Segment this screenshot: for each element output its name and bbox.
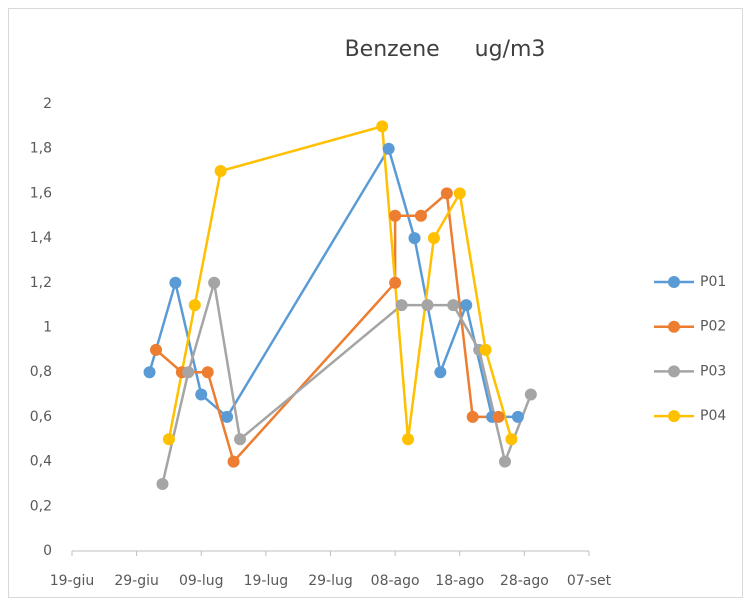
y-tick-label: 1	[43, 320, 52, 336]
y-tick-label: 0	[43, 543, 52, 559]
marker	[524, 388, 537, 401]
marker	[156, 477, 169, 490]
marker	[162, 433, 175, 446]
marker	[402, 433, 415, 446]
marker	[434, 366, 447, 379]
y-tick-label: 0,8	[30, 364, 52, 380]
legend-label: P01	[700, 274, 726, 290]
legend-marker	[668, 410, 680, 423]
chart-title: Benzene ug/m3	[345, 37, 546, 62]
marker	[143, 366, 156, 379]
x-tick-label: 07-set	[567, 573, 612, 589]
legend-label: P04	[700, 408, 726, 424]
marker	[505, 433, 518, 446]
marker	[395, 299, 408, 312]
x-tick-label: 18-ago	[435, 573, 484, 589]
marker	[447, 299, 460, 312]
marker	[188, 299, 201, 312]
legend-label: P02	[700, 319, 726, 335]
y-tick-label: 1,6	[30, 185, 52, 201]
marker	[150, 343, 163, 356]
marker	[453, 187, 466, 200]
x-tick-label: 08-ago	[371, 573, 420, 589]
x-tick-label: 09-lug	[179, 573, 224, 589]
x-tick-label: 19-lug	[244, 573, 289, 589]
marker	[382, 142, 395, 155]
marker	[227, 455, 240, 468]
y-tick-label: 1,2	[30, 275, 52, 291]
marker	[408, 232, 421, 245]
marker	[479, 343, 492, 356]
marker	[214, 165, 227, 178]
y-tick-label: 1,4	[30, 230, 52, 246]
y-tick-label: 1,8	[30, 141, 52, 157]
legend-marker	[668, 276, 680, 288]
legend-marker	[668, 365, 680, 378]
marker	[234, 433, 247, 446]
x-tick-label: 28-ago	[500, 573, 549, 589]
y-tick-label: 0,2	[30, 498, 52, 514]
y-tick-label: 2	[43, 96, 52, 112]
marker	[201, 366, 214, 379]
marker	[389, 276, 402, 289]
x-tick-label: 29-lug	[308, 573, 353, 589]
marker	[498, 455, 511, 468]
legend-marker	[668, 320, 680, 333]
marker	[511, 410, 524, 423]
marker	[414, 209, 427, 222]
series-line	[155, 190, 499, 465]
marker	[492, 410, 505, 423]
marker	[427, 232, 440, 245]
y-tick-label: 0,4	[30, 454, 52, 470]
marker	[182, 366, 195, 379]
x-tick-label: 29-giu	[114, 573, 159, 589]
x-tick-label: 19-giu	[50, 573, 95, 589]
y-tick-label: 0,6	[30, 409, 52, 425]
legend-label: P03	[700, 363, 726, 379]
marker	[460, 299, 473, 312]
marker	[169, 276, 182, 289]
marker	[221, 410, 234, 423]
series-line	[161, 282, 533, 485]
marker	[466, 410, 479, 423]
marker	[376, 120, 389, 133]
marker	[208, 276, 221, 289]
marker	[389, 209, 402, 222]
marker	[440, 187, 453, 200]
marker	[195, 388, 208, 401]
marker	[421, 299, 434, 312]
